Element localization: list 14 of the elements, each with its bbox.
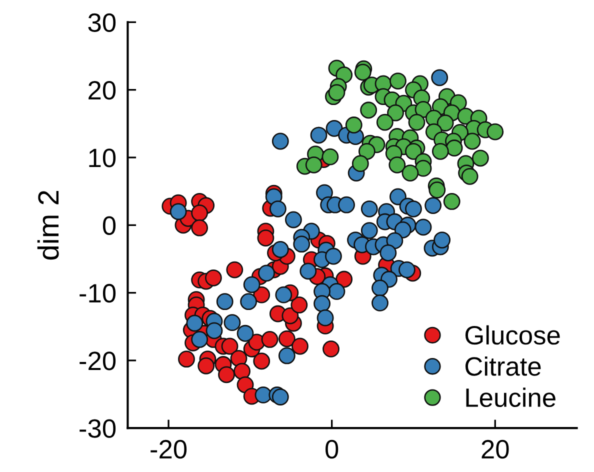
y-tick-label: 0 <box>102 216 116 235</box>
y-tick-label: 30 <box>88 13 116 32</box>
y-tick-label: -30 <box>80 419 116 438</box>
y-tick-label: 10 <box>89 148 116 168</box>
y-tick-label: -10 <box>80 284 116 303</box>
y-tick-label: -20 <box>80 352 116 370</box>
y-tick-label: 20 <box>88 80 116 100</box>
legend-label: Leucine <box>466 388 556 408</box>
x-tick-label: 0 <box>326 440 338 459</box>
x-tick-label: -20 <box>150 440 187 459</box>
legend-label: Citrate <box>465 356 541 376</box>
x-tick-label: 20 <box>482 440 509 459</box>
legend-label: Glucose <box>465 325 560 345</box>
y-axis-title: dim 2 <box>37 190 59 260</box>
